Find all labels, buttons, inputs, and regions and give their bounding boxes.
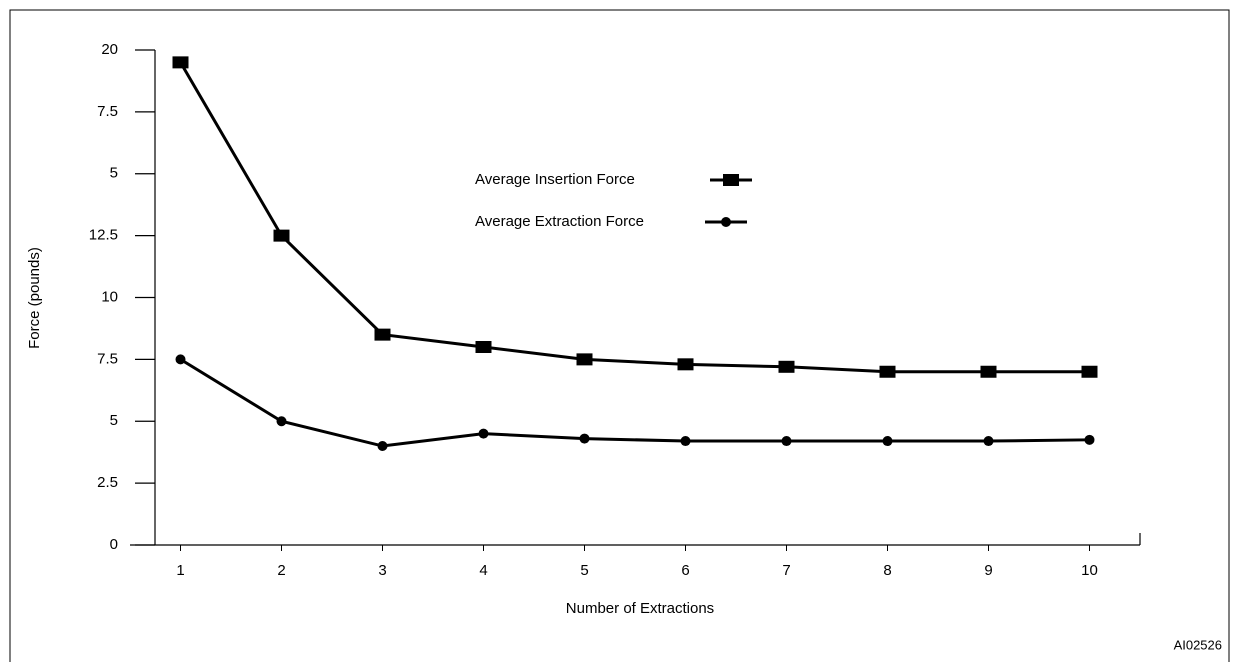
legend-marker	[723, 174, 739, 186]
marker	[781, 436, 792, 447]
x-tick-label: 1	[176, 562, 184, 579]
marker	[377, 441, 388, 451]
x-tick-label: 8	[883, 562, 891, 579]
marker	[576, 353, 593, 366]
marker	[879, 365, 896, 378]
legend-marker	[721, 217, 731, 227]
x-tick-label: 10	[1081, 562, 1098, 579]
y-tick-label: 5	[110, 165, 118, 182]
y-tick-label: 5	[110, 412, 118, 429]
legend-label: Average Extraction Force	[475, 213, 644, 230]
marker	[680, 436, 691, 447]
marker	[478, 428, 489, 439]
y-tick-label: 7.5	[97, 103, 118, 120]
x-tick-label: 7	[782, 562, 790, 579]
series-line	[179, 61, 1090, 374]
x-tick-label: 5	[580, 562, 588, 579]
y-tick-label: 10	[101, 288, 118, 305]
x-tick-label: 2	[277, 562, 285, 579]
marker	[475, 341, 492, 353]
marker	[983, 436, 994, 447]
marker	[579, 433, 590, 444]
marker	[980, 365, 997, 378]
x-tick-label: 3	[378, 562, 386, 579]
marker	[882, 436, 893, 447]
y-tick-label: 2.5	[97, 474, 118, 491]
marker	[172, 56, 189, 69]
x-tick-label: 9	[984, 562, 992, 579]
marker	[677, 358, 694, 371]
y-axis-label: Force (pounds)	[26, 247, 43, 349]
x-tick-label: 6	[681, 562, 689, 579]
legend-label: Average Insertion Force	[475, 171, 635, 188]
marker	[1081, 365, 1098, 378]
figure-code: AI02526	[1174, 637, 1222, 652]
marker	[374, 328, 391, 341]
marker	[778, 360, 795, 373]
x-tick-label: 4	[479, 562, 487, 579]
x-axis-label: Number of Extractions	[566, 600, 714, 617]
y-tick-label: 7.5	[97, 350, 118, 367]
marker	[273, 229, 290, 242]
marker	[276, 416, 287, 427]
series-line	[179, 358, 1090, 448]
marker	[175, 354, 186, 365]
y-tick-label: 0	[110, 536, 118, 553]
frame	[9, 9, 1230, 662]
y-tick-label: 12.5	[89, 227, 118, 244]
y-tick-label: 20	[101, 41, 118, 58]
marker	[1084, 434, 1095, 445]
